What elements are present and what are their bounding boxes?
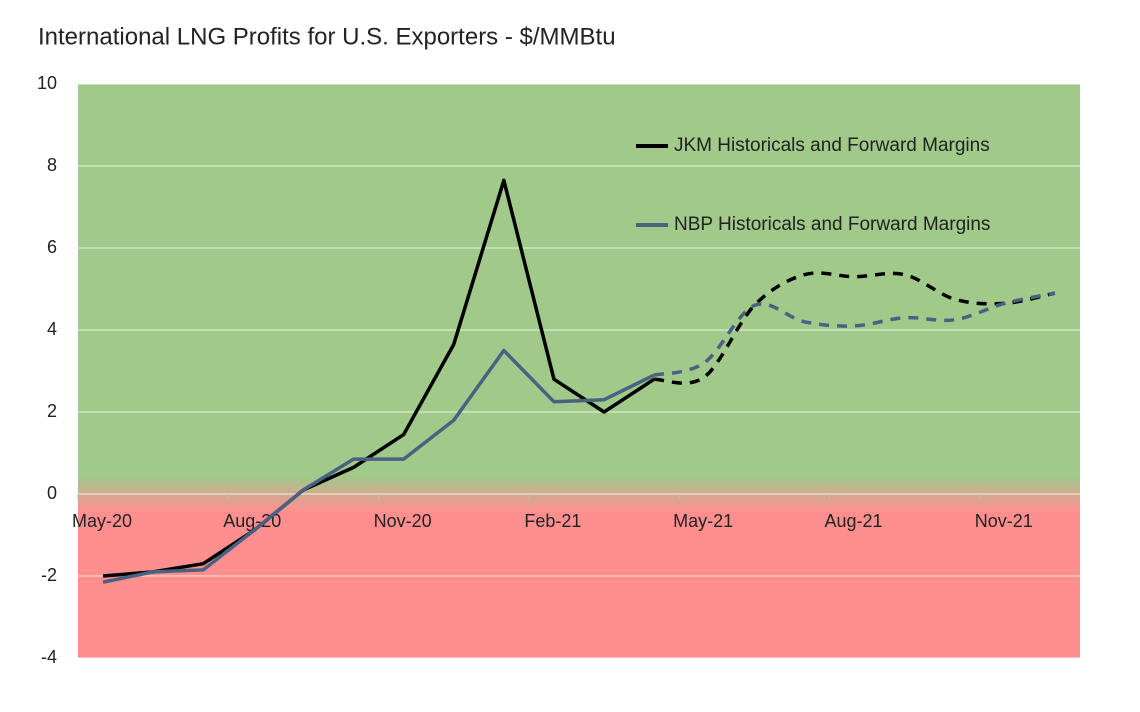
y-tick-label: 10 bbox=[37, 73, 57, 93]
y-tick-label: 2 bbox=[47, 401, 57, 421]
y-tick-label: -2 bbox=[41, 565, 57, 585]
legend-label: JKM Historicals and Forward Margins bbox=[674, 135, 990, 156]
x-tick-label: Aug-20 bbox=[223, 511, 281, 531]
legend-label: NBP Historicals and Forward Margins bbox=[674, 214, 990, 235]
y-tick-label: 0 bbox=[47, 483, 57, 503]
x-tick-label: Aug-21 bbox=[824, 511, 882, 531]
historical-line bbox=[102, 348, 655, 584]
forward-line bbox=[654, 271, 1056, 385]
chart-title: International LNG Profits for U.S. Expor… bbox=[38, 23, 616, 50]
x-tick-label: May-20 bbox=[72, 511, 132, 531]
y-tick-label: 8 bbox=[47, 155, 57, 175]
x-tick-label: Feb-21 bbox=[524, 511, 581, 531]
y-tick-label: 4 bbox=[47, 319, 57, 339]
x-tick-label: May-21 bbox=[673, 511, 733, 531]
plot-area bbox=[78, 84, 1080, 658]
x-tick-label: Nov-21 bbox=[975, 511, 1033, 531]
forward-line bbox=[653, 291, 1056, 377]
y-tick-label: -4 bbox=[41, 647, 57, 667]
x-tick-label: Nov-20 bbox=[374, 511, 432, 531]
historical-line bbox=[102, 178, 656, 578]
y-tick-label: 6 bbox=[47, 237, 57, 257]
